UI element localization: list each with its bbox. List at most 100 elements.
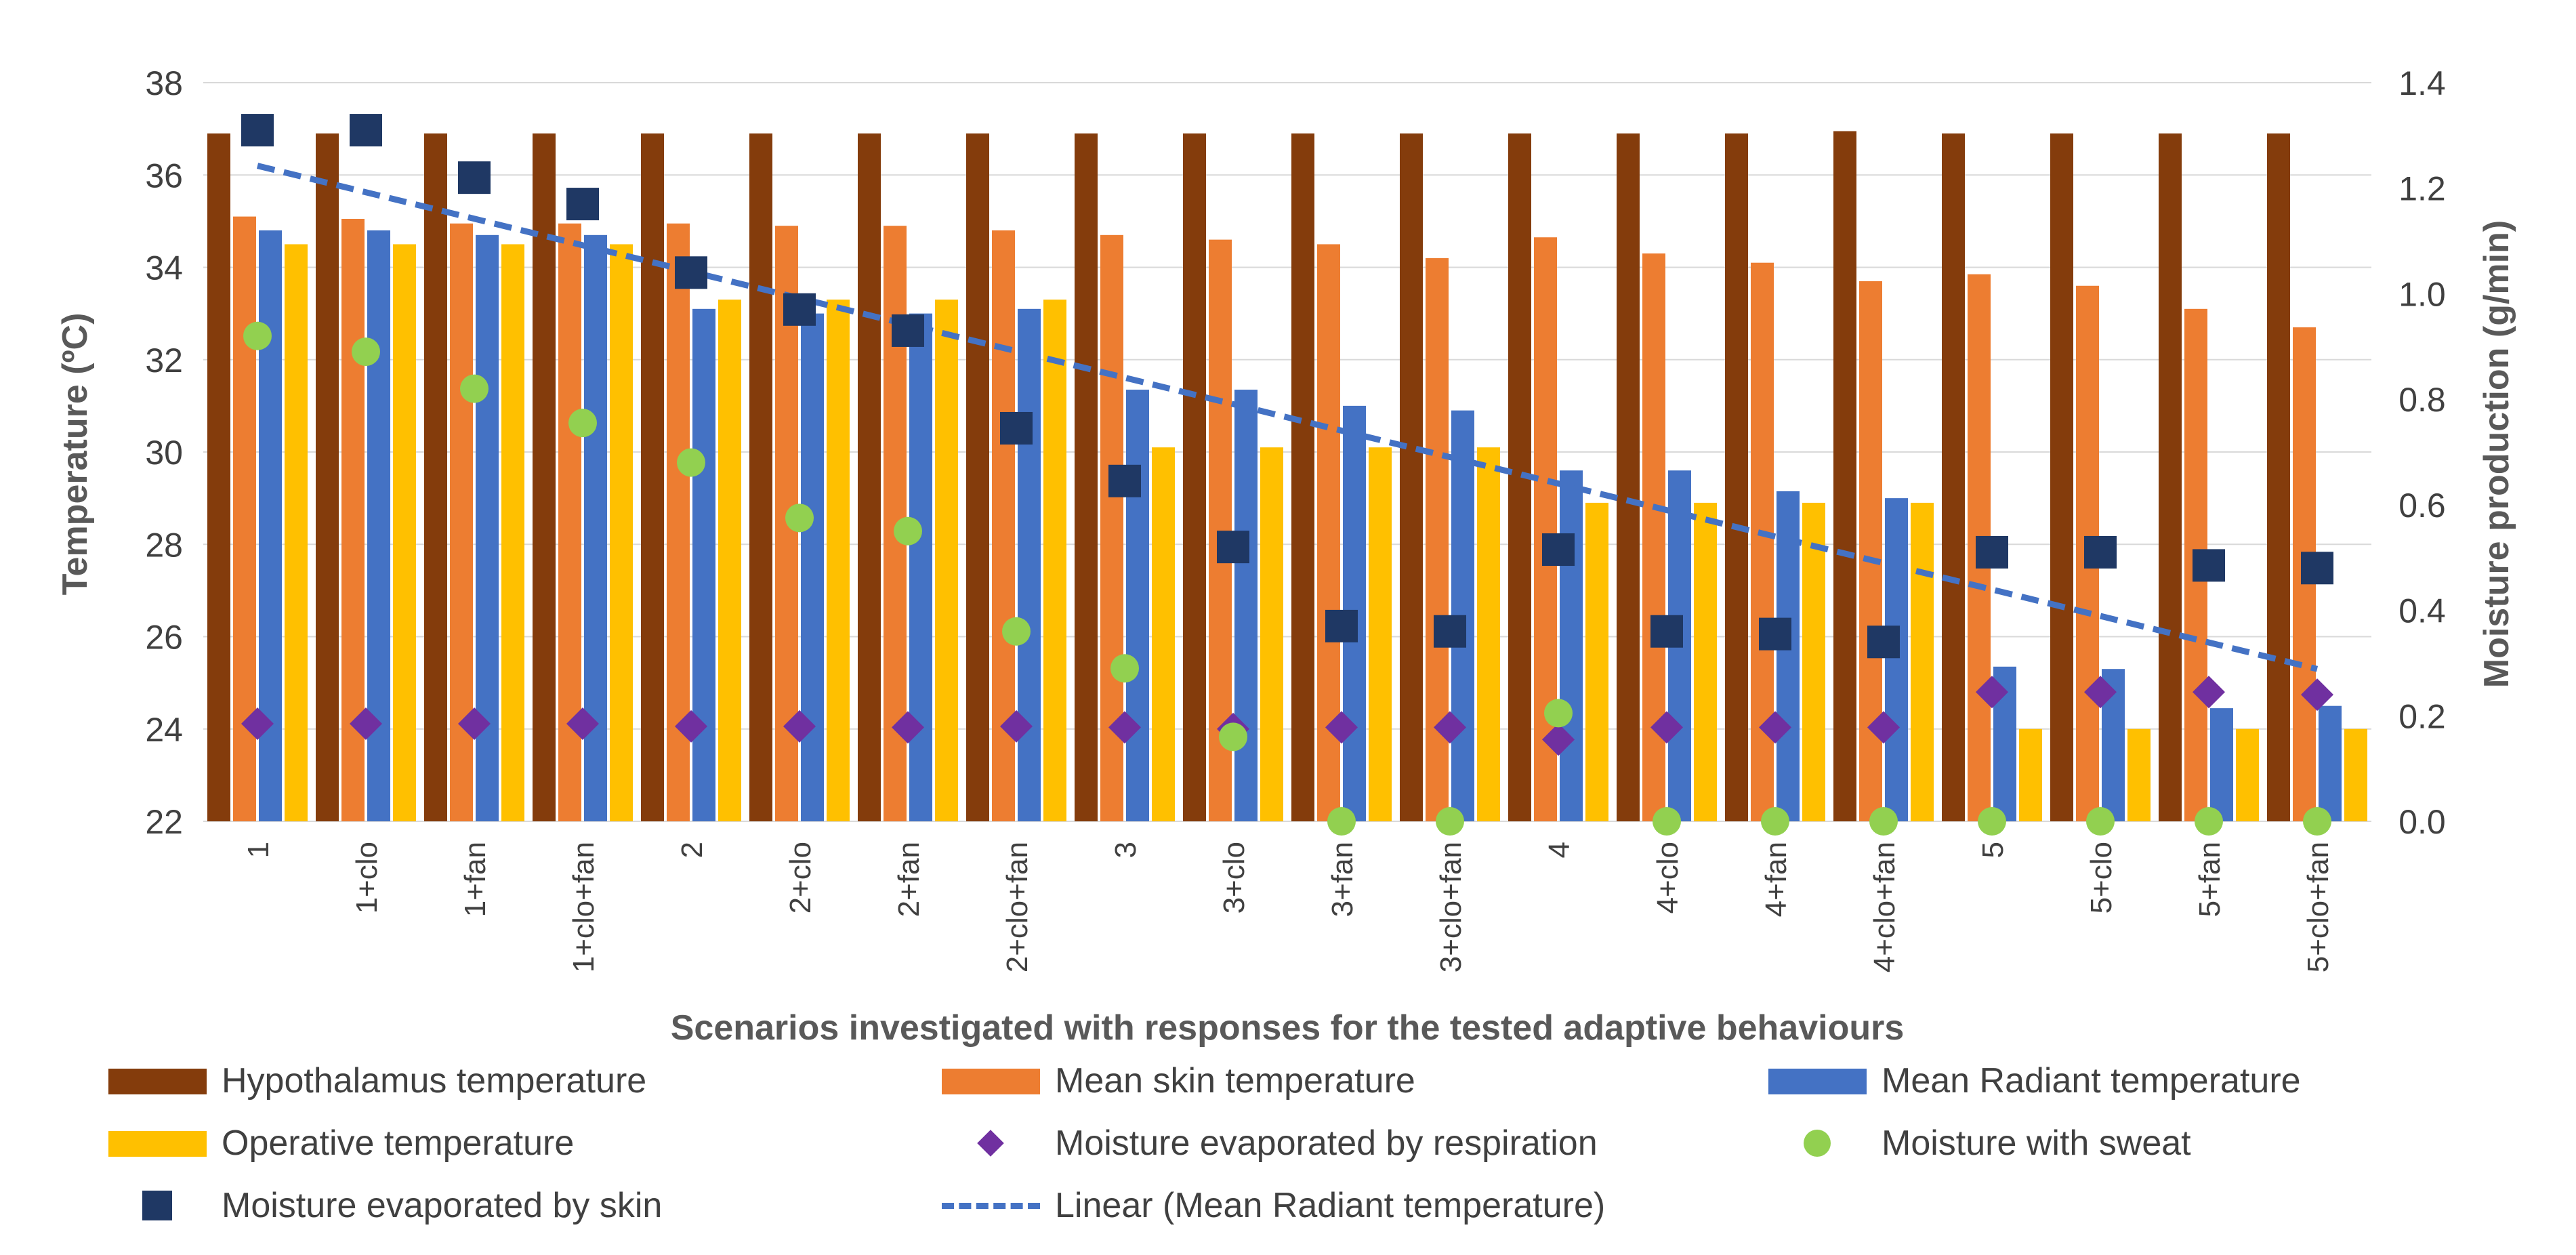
marker-sweat bbox=[1219, 722, 1247, 752]
marker-sweat bbox=[1653, 807, 1681, 836]
marker-skin-evaporation bbox=[2301, 552, 2333, 585]
marker-skin-evaporation bbox=[241, 114, 274, 147]
bar bbox=[1942, 133, 1965, 821]
bar bbox=[501, 244, 524, 821]
x-tick-label: 3+clo bbox=[1218, 842, 1251, 913]
bar bbox=[1291, 133, 1314, 821]
y2-tick-label: 0.0 bbox=[2398, 803, 2446, 841]
bar bbox=[1369, 447, 1392, 821]
marker-respiration bbox=[783, 709, 816, 743]
y-tick-label: 28 bbox=[145, 526, 183, 564]
bar bbox=[858, 133, 881, 821]
bar bbox=[909, 313, 932, 821]
marker-skin-evaporation bbox=[1759, 617, 1791, 651]
bar bbox=[1075, 133, 1098, 821]
x-tick-label: 1+fan bbox=[459, 842, 492, 917]
marker-respiration bbox=[1000, 709, 1033, 743]
bar bbox=[966, 133, 989, 821]
bar bbox=[935, 300, 958, 821]
marker-respiration bbox=[241, 707, 274, 740]
marker-respiration bbox=[1325, 711, 1358, 744]
bar bbox=[610, 244, 633, 821]
y2-tick-label: 0.8 bbox=[2398, 381, 2446, 419]
x-tick-label: 5 bbox=[1976, 842, 2010, 858]
x-tick-label: 3+fan bbox=[1326, 842, 1359, 917]
marker-sweat bbox=[460, 374, 489, 403]
bar bbox=[1400, 133, 1423, 821]
x-tick-label: 2+fan bbox=[892, 842, 926, 917]
marker-sweat bbox=[1869, 807, 1898, 836]
y-tick-label: 38 bbox=[145, 64, 183, 102]
marker-sweat bbox=[243, 321, 272, 350]
x-tick-label: 5+clo bbox=[2085, 842, 2118, 913]
x-tick-label: 1+clo+fan bbox=[567, 842, 600, 972]
marker-sweat bbox=[894, 516, 922, 546]
marker-respiration bbox=[892, 711, 924, 744]
marker-respiration bbox=[2193, 676, 2225, 709]
marker-sweat bbox=[1436, 807, 1464, 836]
x-tick-label: 2+clo bbox=[784, 842, 817, 913]
y2-tick-label: 1.2 bbox=[2398, 170, 2446, 208]
marker-sweat bbox=[568, 409, 597, 438]
x-tick-label: 5+fan bbox=[2193, 842, 2226, 917]
bar bbox=[718, 300, 741, 821]
bar bbox=[1585, 502, 1608, 821]
x-tick-label: 2+clo+fan bbox=[1001, 842, 1034, 972]
bar bbox=[1477, 447, 1500, 821]
marker-skin-evaporation bbox=[1867, 625, 1900, 659]
bar bbox=[1018, 308, 1041, 821]
bar bbox=[2159, 133, 2182, 821]
trendline-line bbox=[256, 163, 2319, 672]
x-tick-label: 4+clo+fan bbox=[1868, 842, 1901, 972]
x-tick-label: 1+clo bbox=[350, 842, 383, 913]
marker-skin-evaporation bbox=[350, 114, 382, 147]
bar bbox=[1802, 502, 1825, 821]
marker-sweat bbox=[1978, 807, 2006, 836]
bar bbox=[801, 313, 824, 821]
bar bbox=[1694, 502, 1717, 821]
x-tick-label: 2 bbox=[676, 842, 709, 858]
x-tick-label: 5+clo+fan bbox=[2302, 842, 2335, 972]
marker-skin-evaporation bbox=[1542, 533, 1575, 567]
x-tick-label: 4+fan bbox=[1760, 842, 1793, 917]
marker-sweat bbox=[785, 503, 814, 533]
marker-respiration bbox=[2301, 678, 2333, 712]
bar bbox=[749, 133, 772, 821]
bar bbox=[1043, 300, 1066, 821]
x-axis-title: Scenarios investigated with responses fo… bbox=[671, 1008, 1905, 1048]
trendline bbox=[256, 163, 2319, 672]
y-tick-label: 30 bbox=[145, 434, 183, 472]
bar bbox=[1777, 491, 1800, 821]
marker-skin-evaporation bbox=[1976, 535, 2008, 569]
x-tick-label: 3+clo+fan bbox=[1434, 842, 1468, 972]
marker-skin-evaporation bbox=[1434, 615, 1466, 648]
gridlines bbox=[203, 82, 2371, 822]
marker-skin-evaporation bbox=[1000, 411, 1033, 445]
marker-respiration bbox=[566, 707, 599, 740]
bar bbox=[316, 133, 339, 821]
marker-respiration bbox=[1434, 711, 1466, 744]
bar bbox=[1126, 390, 1149, 821]
x-axis-ticks: 1 1+clo 1+fan 1+clo+fan 2 2+clo 2+fan 2+clo+fan… bbox=[242, 842, 2335, 972]
bar bbox=[1833, 131, 1856, 821]
bar bbox=[207, 133, 230, 821]
marker-skin-evaporation bbox=[566, 188, 599, 221]
bar bbox=[1725, 133, 1748, 821]
bar bbox=[2319, 705, 2342, 821]
marker-respiration bbox=[1976, 676, 2008, 709]
bar bbox=[1152, 447, 1175, 821]
y2-axis-ticks: 0.0 0.2 0.4 0.6 0.8 1.0 1.2 1.4 bbox=[2398, 64, 2446, 841]
y-axis-ticks: 22 24 26 28 30 32 34 36 38 bbox=[145, 64, 183, 841]
marker-respiration bbox=[1108, 711, 1141, 744]
marker-skin-evaporation bbox=[783, 293, 816, 326]
bar bbox=[1911, 502, 1934, 821]
bar bbox=[2127, 728, 2151, 821]
bar bbox=[1560, 470, 1583, 821]
marker-sweat bbox=[352, 337, 380, 367]
marker-skin-evaporation bbox=[2084, 535, 2117, 569]
marker-sweat bbox=[1761, 807, 1789, 836]
bar bbox=[641, 133, 664, 821]
marker-respiration bbox=[350, 707, 382, 740]
y2-tick-label: 0.6 bbox=[2398, 487, 2446, 524]
bar bbox=[533, 133, 556, 821]
